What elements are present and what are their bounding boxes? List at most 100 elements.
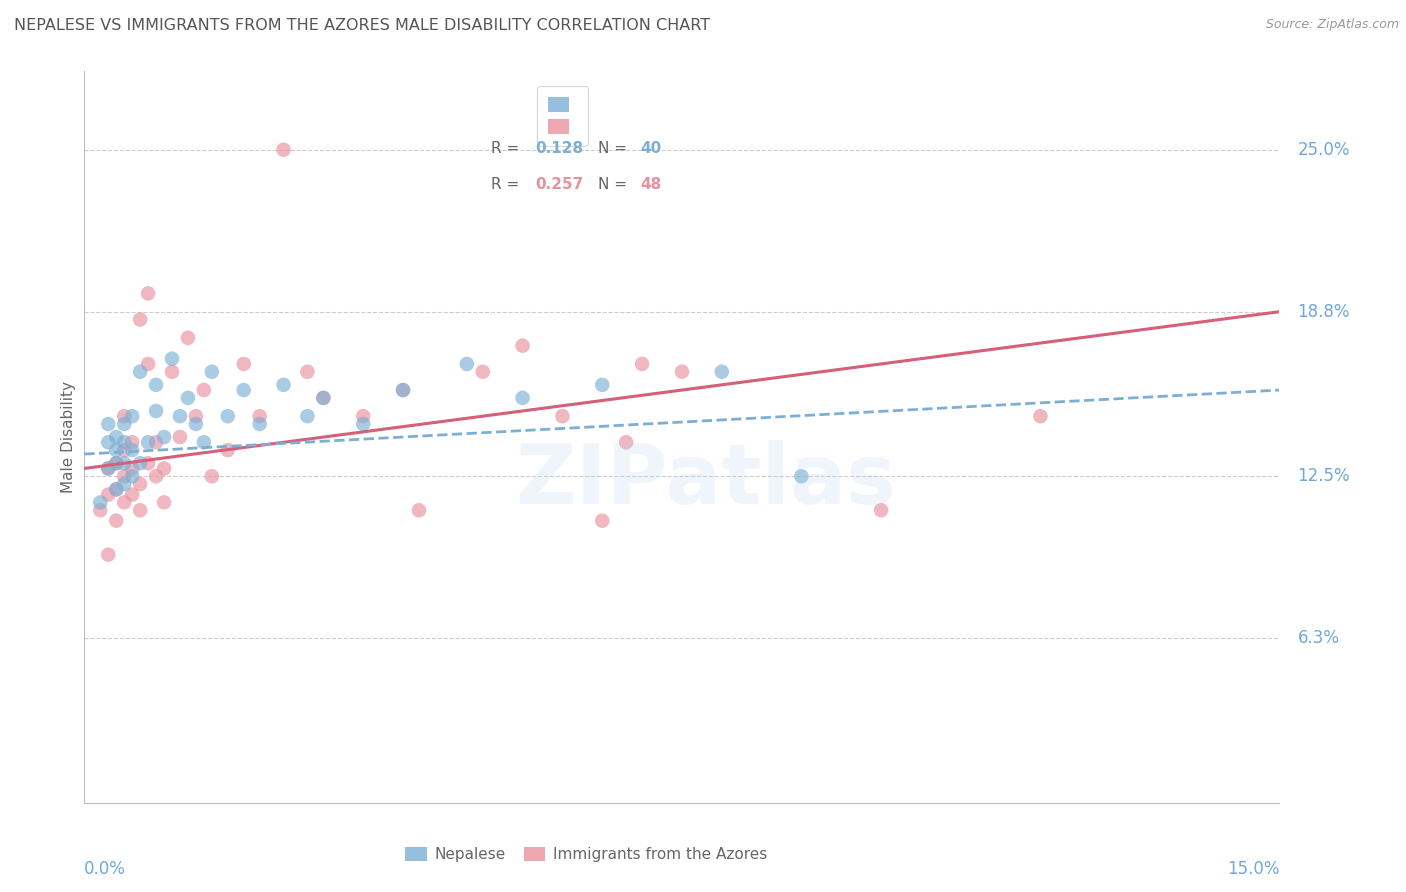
Text: NEPALESE VS IMMIGRANTS FROM THE AZORES MALE DISABILITY CORRELATION CHART: NEPALESE VS IMMIGRANTS FROM THE AZORES M…: [14, 18, 710, 33]
Point: [97, 487, 120, 501]
Point: [790, 469, 813, 483]
Text: 18.8%: 18.8%: [1298, 302, 1350, 321]
Point: [312, 391, 335, 405]
Y-axis label: Male Disability: Male Disability: [60, 381, 76, 493]
Point: [1029, 409, 1052, 424]
Point: [273, 377, 295, 392]
Text: 48: 48: [640, 178, 661, 193]
Text: ZIPatlas: ZIPatlas: [516, 441, 896, 522]
Text: 12.5%: 12.5%: [1298, 467, 1350, 485]
Point: [129, 477, 152, 491]
Point: [591, 514, 613, 528]
Point: [392, 383, 415, 397]
Point: [136, 286, 159, 301]
Point: [193, 383, 215, 397]
Point: [97, 461, 120, 475]
Text: 6.3%: 6.3%: [1298, 629, 1340, 648]
Point: [631, 357, 654, 371]
Point: [112, 477, 135, 491]
Text: 0.128: 0.128: [534, 141, 583, 156]
Point: [201, 469, 224, 483]
Text: 15.0%: 15.0%: [1227, 860, 1279, 879]
Point: [97, 548, 120, 562]
Point: [105, 483, 128, 497]
Text: N =: N =: [599, 141, 633, 156]
Point: [249, 409, 271, 424]
Point: [614, 435, 637, 450]
Text: 0.0%: 0.0%: [84, 860, 127, 879]
Point: [184, 417, 207, 431]
Point: [352, 417, 374, 431]
Point: [471, 365, 494, 379]
Point: [184, 409, 207, 424]
Point: [129, 312, 152, 326]
Point: [112, 435, 135, 450]
Point: [105, 514, 128, 528]
Point: [232, 357, 254, 371]
Point: [112, 456, 135, 470]
Point: [129, 365, 152, 379]
Text: 25.0%: 25.0%: [1298, 141, 1350, 159]
Point: [512, 391, 534, 405]
Point: [145, 435, 167, 450]
Point: [121, 435, 143, 450]
Point: [89, 503, 111, 517]
Point: [97, 461, 120, 475]
Point: [97, 435, 120, 450]
Point: [136, 435, 159, 450]
Point: [112, 495, 135, 509]
Text: R =: R =: [491, 141, 524, 156]
Point: [160, 365, 183, 379]
Text: N =: N =: [599, 178, 633, 193]
Point: [121, 461, 143, 475]
Point: [249, 417, 271, 431]
Point: [121, 409, 143, 424]
Point: [456, 357, 478, 371]
Point: [112, 409, 135, 424]
Point: [870, 503, 893, 517]
Point: [153, 461, 176, 475]
Point: [217, 409, 239, 424]
Point: [169, 409, 191, 424]
Point: [136, 357, 159, 371]
Point: [121, 487, 143, 501]
Point: [710, 365, 733, 379]
Point: [112, 417, 135, 431]
Point: [408, 503, 430, 517]
Point: [129, 456, 152, 470]
Text: 0.257: 0.257: [534, 178, 583, 193]
Point: [112, 443, 135, 458]
Point: [193, 435, 215, 450]
Point: [312, 391, 335, 405]
Point: [217, 443, 239, 458]
Point: [136, 456, 159, 470]
Point: [129, 503, 152, 517]
Point: [89, 495, 111, 509]
Point: [273, 143, 295, 157]
Point: [512, 339, 534, 353]
Text: Source: ZipAtlas.com: Source: ZipAtlas.com: [1265, 18, 1399, 31]
Point: [105, 430, 128, 444]
Point: [105, 483, 128, 497]
Point: [97, 417, 120, 431]
Point: [169, 430, 191, 444]
Point: [121, 443, 143, 458]
Point: [121, 469, 143, 483]
Point: [392, 383, 415, 397]
Point: [297, 365, 319, 379]
Point: [105, 456, 128, 470]
Point: [153, 430, 176, 444]
Point: [153, 495, 176, 509]
Point: [160, 351, 183, 366]
Point: [145, 377, 167, 392]
Text: R =: R =: [491, 178, 524, 193]
Legend: Nepalese, Immigrants from the Azores: Nepalese, Immigrants from the Azores: [399, 840, 773, 868]
Point: [232, 383, 254, 397]
Text: 40: 40: [640, 141, 661, 156]
Point: [591, 377, 613, 392]
Point: [145, 404, 167, 418]
Point: [105, 456, 128, 470]
Point: [551, 409, 574, 424]
Point: [201, 365, 224, 379]
Point: [352, 409, 374, 424]
